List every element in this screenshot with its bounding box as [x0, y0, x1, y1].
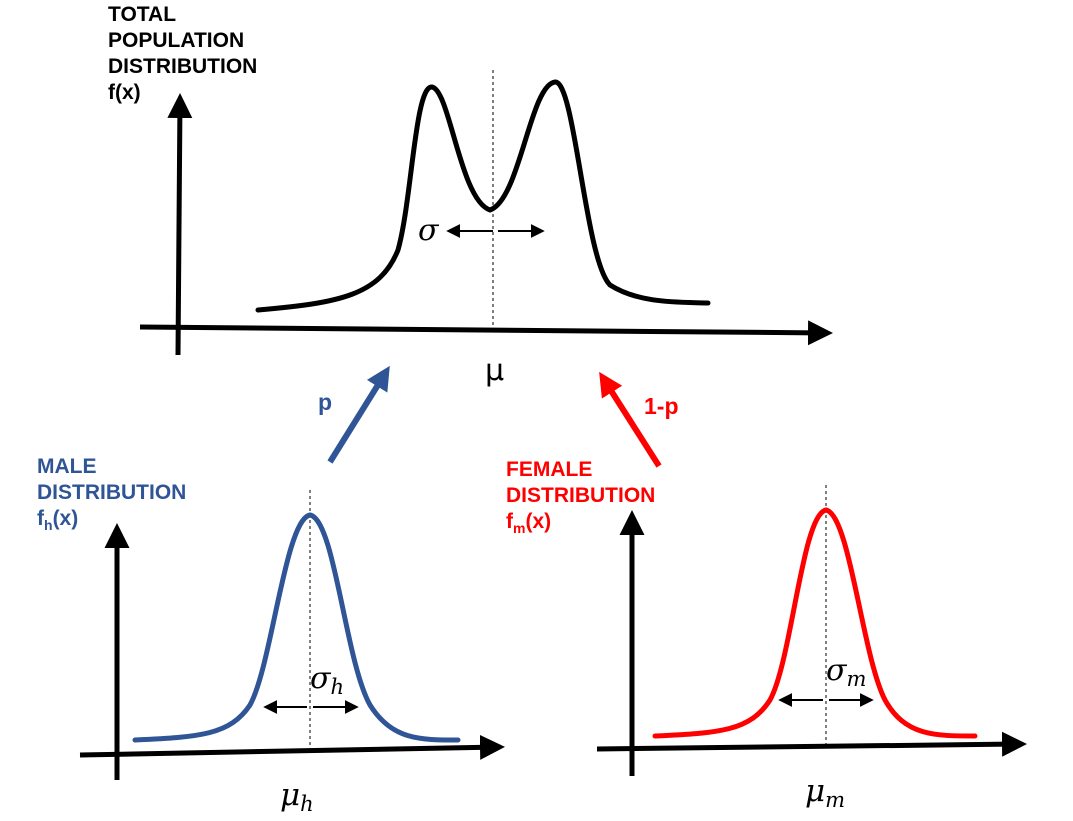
female-weight-label: 1-p: [644, 393, 679, 419]
male-func-suffix: (x): [53, 507, 79, 530]
male-mu-symbol: μ: [280, 777, 300, 813]
male-distribution-panel: MALE DISTRIBUTION fh(x) σh μh: [37, 455, 505, 816]
total-title-line-4: f(x): [108, 81, 141, 104]
female-weight-arrow: [599, 371, 662, 468]
male-sigma-sub: h: [330, 675, 344, 699]
total-title-line-2: POPULATION: [108, 29, 244, 52]
female-func-prefix: f: [506, 510, 514, 533]
male-x-axis: [79, 734, 505, 760]
total-title: TOTAL POPULATION DISTRIBUTION f(x): [108, 3, 263, 104]
female-sigma-label: σm: [826, 653, 866, 691]
total-bimodal-curve: [255, 79, 711, 313]
total-title-line-1: TOTAL: [108, 3, 176, 26]
male-title-line-2: DISTRIBUTION: [37, 481, 186, 504]
male-weight-label: p: [318, 389, 332, 415]
female-sigma-sub: m: [846, 667, 866, 691]
female-mu-sub: m: [825, 788, 845, 812]
female-func-label: fm(x): [506, 510, 551, 536]
male-weight-arrow: [327, 365, 390, 464]
male-title-line-1: MALE: [37, 455, 97, 478]
male-sigma-symbol: σ: [310, 661, 332, 696]
male-sigma-label: σh: [310, 661, 344, 699]
total-mu-label: μ: [485, 353, 504, 388]
female-mu-label: μm: [805, 773, 845, 812]
female-title: FEMALE DISTRIBUTION: [506, 458, 655, 507]
male-mu-sub: h: [300, 792, 314, 816]
female-title-line-2: DISTRIBUTION: [506, 484, 655, 507]
female-func-sub: m: [513, 520, 525, 536]
female-title-line-1: FEMALE: [506, 458, 592, 481]
female-bell-curve: [652, 507, 978, 739]
total-x-axis: [139, 320, 833, 346]
total-y-axis: [167, 93, 193, 356]
female-sigma-symbol: σ: [826, 653, 848, 688]
male-func-sub: h: [44, 517, 53, 533]
male-title: MALE DISTRIBUTION: [37, 455, 186, 504]
female-func-suffix: (x): [525, 510, 551, 533]
female-x-axis: [596, 731, 1027, 757]
male-bell-curve: [132, 512, 461, 743]
male-func-label: fh(x): [37, 507, 78, 533]
male-mu-label: μh: [280, 777, 314, 816]
total-distribution-panel: TOTAL POPULATION DISTRIBUTION f(x) σ μ: [108, 3, 833, 388]
female-distribution-panel: FEMALE DISTRIBUTION fm(x) σm μm: [506, 458, 1027, 812]
female-mu-symbol: μ: [805, 773, 825, 809]
male-func-prefix: f: [37, 507, 45, 530]
total-sigma-label: σ: [418, 213, 440, 248]
total-title-line-3: DISTRIBUTION: [108, 55, 257, 78]
